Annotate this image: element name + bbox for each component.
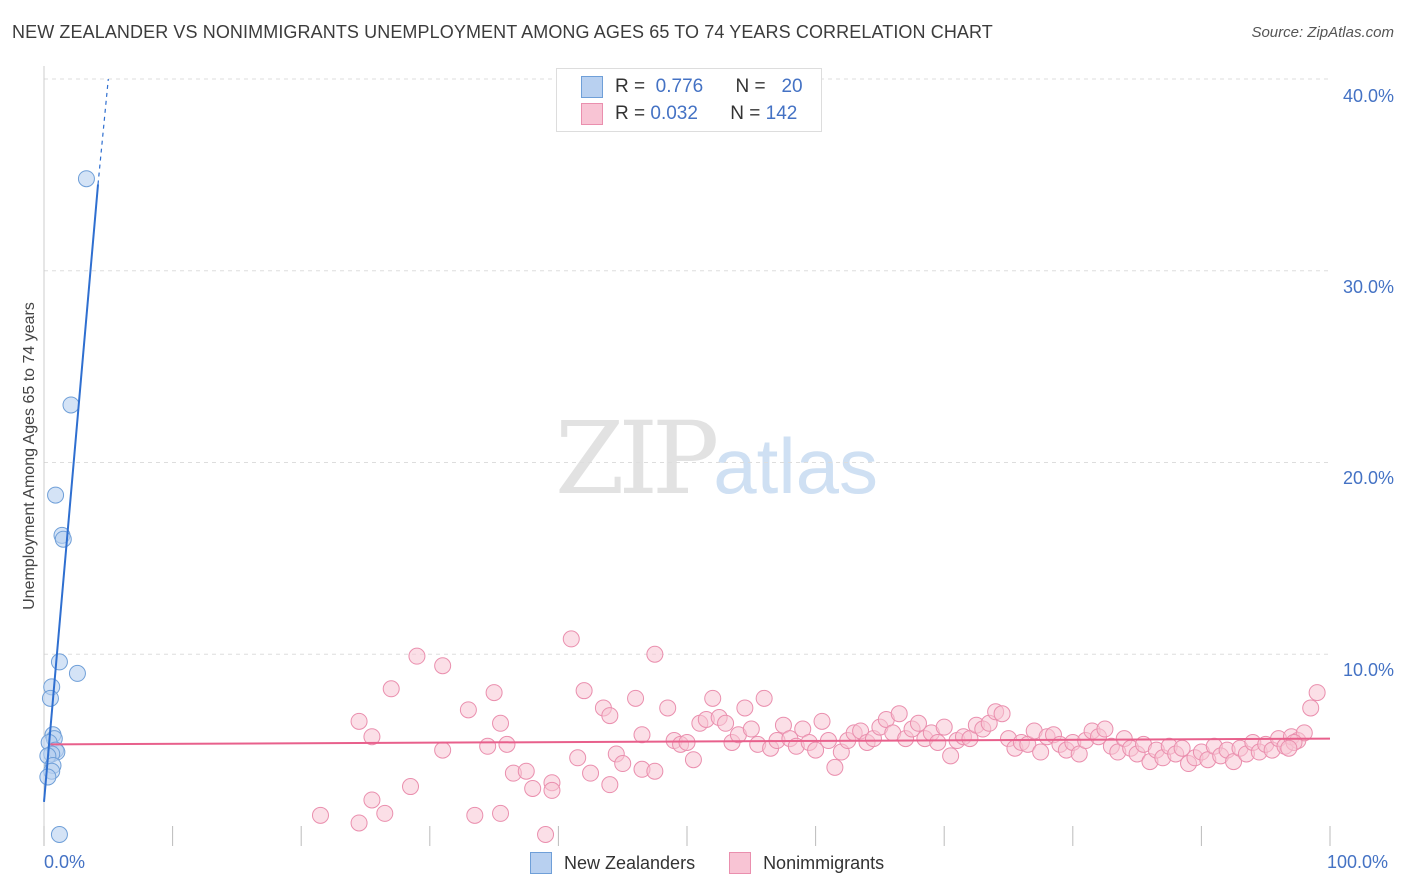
- data-point-nonimmigrants: [1302, 699, 1320, 717]
- data-point-nonimmigrants: [627, 689, 645, 707]
- data-point-nonimmigrants: [582, 764, 600, 782]
- legend-label-nonimmigrants: Nonimmigrants: [763, 852, 885, 873]
- trendline-nonimmigrants: [50, 737, 1331, 746]
- data-point-new-zealanders: [41, 689, 59, 707]
- r-label: R =: [615, 76, 646, 97]
- data-point-nonimmigrants: [633, 726, 651, 744]
- data-point-nonimmigrants: [402, 778, 420, 796]
- data-point-nonimmigrants: [736, 699, 754, 717]
- x-tick-label-100: 100.0%: [1327, 852, 1389, 872]
- data-point-nonimmigrants: [492, 714, 510, 732]
- data-point-nonimmigrants: [614, 755, 632, 773]
- data-point-nonimmigrants: [479, 737, 497, 755]
- data-point-new-zealanders: [62, 396, 80, 414]
- data-point-nonimmigrants: [601, 707, 619, 725]
- data-point-nonimmigrants: [459, 701, 477, 719]
- data-point-new-zealanders: [54, 530, 72, 548]
- pink-swatch: [581, 103, 603, 125]
- data-point-nonimmigrants: [350, 814, 368, 832]
- data-point-nonimmigrants: [807, 741, 825, 759]
- data-point-nonimmigrants: [1308, 684, 1326, 702]
- data-point-nonimmigrants: [909, 714, 927, 732]
- data-point-nonimmigrants: [646, 762, 664, 780]
- data-point-nonimmigrants: [524, 779, 542, 797]
- data-point-nonimmigrants: [993, 705, 1011, 723]
- y-tick-label-10: 10.0%: [1342, 660, 1394, 680]
- data-point-nonimmigrants: [755, 689, 773, 707]
- data-point-nonimmigrants: [498, 735, 516, 753]
- watermark-zip: ZIP: [555, 400, 719, 517]
- watermark: ZIPatlas: [555, 400, 878, 517]
- chart-source: Source: ZipAtlas.com: [1251, 24, 1394, 41]
- data-point-nonimmigrants: [1280, 739, 1298, 757]
- data-point-new-zealanders: [47, 486, 65, 504]
- data-point-nonimmigrants: [363, 791, 381, 809]
- data-point-nonimmigrants: [1096, 720, 1114, 738]
- trendline-new-zealanders-extension: [97, 78, 109, 185]
- data-point-nonimmigrants: [376, 804, 394, 822]
- data-point-new-zealanders: [50, 825, 68, 843]
- data-point-nonimmigrants: [466, 806, 484, 824]
- data-point-nonimmigrants: [1032, 743, 1050, 761]
- data-point-nonimmigrants: [408, 647, 426, 665]
- data-point-nonimmigrants: [562, 630, 580, 648]
- legend-item-nonimmigrants[interactable]: Nonimmigrants: [729, 852, 884, 874]
- r-value: 0.776: [655, 76, 704, 97]
- data-point-new-zealanders: [39, 768, 57, 786]
- data-point-nonimmigrants: [646, 645, 664, 663]
- data-point-nonimmigrants: [704, 689, 722, 707]
- data-point-new-zealanders: [68, 664, 86, 682]
- data-point-new-zealanders: [77, 170, 95, 188]
- y-tick-label-20: 20.0%: [1342, 468, 1394, 488]
- data-point-nonimmigrants: [601, 776, 619, 794]
- data-point-new-zealanders: [50, 653, 68, 671]
- y-tick-label-30: 30.0%: [1342, 277, 1394, 297]
- stats-legend-row-pink: R = 0.032 N = 142: [581, 102, 797, 126]
- data-point-nonimmigrants: [517, 762, 535, 780]
- data-point-nonimmigrants: [929, 733, 947, 751]
- stats-legend: R = 0.776 N = 20 R = 0.032 N = 142: [556, 68, 822, 132]
- series-legend: New Zealanders Nonimmigrants: [530, 852, 918, 874]
- legend-swatch-pink: [729, 852, 752, 874]
- data-point-nonimmigrants: [537, 825, 555, 843]
- data-point-nonimmigrants: [659, 699, 677, 717]
- data-point-nonimmigrants: [742, 720, 760, 738]
- data-point-nonimmigrants: [890, 705, 908, 723]
- data-point-nonimmigrants: [350, 712, 368, 730]
- n-label: N =: [735, 76, 766, 97]
- legend-item-new-zealanders[interactable]: New Zealanders: [530, 852, 695, 874]
- trendline-new-zealanders: [43, 184, 100, 802]
- r-value: 0.032: [650, 103, 698, 124]
- n-label: N =: [730, 103, 761, 124]
- chart-title: NEW ZEALANDER VS NONIMMIGRANTS UNEMPLOYM…: [12, 22, 993, 42]
- data-point-nonimmigrants: [826, 758, 844, 776]
- data-point-nonimmigrants: [942, 747, 960, 765]
- legend-label-new-zealanders: New Zealanders: [564, 852, 696, 873]
- data-point-nonimmigrants: [935, 718, 953, 736]
- n-value: 20: [781, 76, 803, 97]
- x-tick-label-0: 0.0%: [44, 852, 86, 872]
- r-label: R =: [615, 103, 646, 124]
- stats-legend-row-blue: R = 0.776 N = 20: [581, 75, 803, 99]
- blue-swatch: [581, 76, 603, 98]
- data-point-nonimmigrants: [543, 781, 561, 799]
- data-point-nonimmigrants: [575, 682, 593, 700]
- data-point-nonimmigrants: [311, 806, 329, 824]
- n-value: 142: [765, 103, 798, 124]
- data-point-nonimmigrants: [434, 741, 452, 759]
- y-tick-label-40: 40.0%: [1342, 86, 1394, 106]
- data-point-nonimmigrants: [363, 728, 381, 746]
- legend-swatch-blue: [530, 852, 552, 874]
- data-point-nonimmigrants: [717, 714, 735, 732]
- data-point-nonimmigrants: [492, 804, 510, 822]
- data-point-nonimmigrants: [485, 684, 503, 702]
- data-point-nonimmigrants: [382, 680, 400, 698]
- watermark-atlas: atlas: [713, 422, 879, 510]
- data-point-nonimmigrants: [684, 751, 702, 769]
- data-point-nonimmigrants: [569, 749, 587, 767]
- data-point-nonimmigrants: [434, 657, 452, 675]
- data-point-nonimmigrants: [813, 712, 831, 730]
